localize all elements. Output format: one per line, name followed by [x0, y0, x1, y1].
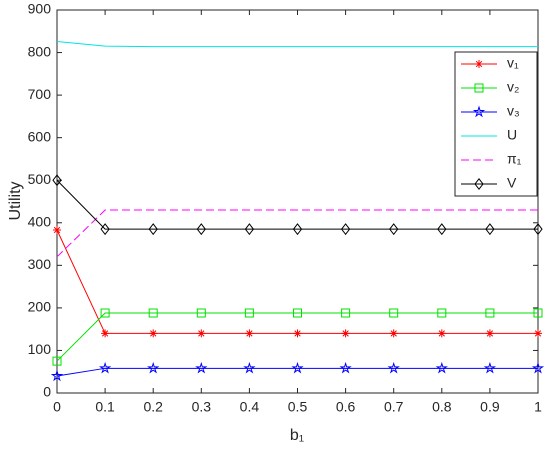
marker [147, 361, 160, 374]
series-line [56, 312, 538, 362]
legend-box [454, 51, 538, 197]
marker [485, 223, 495, 236]
marker [243, 361, 256, 374]
marker [245, 329, 254, 338]
marker [533, 308, 543, 318]
y-tick-label: 900 [28, 1, 52, 17]
y-tick-label: 800 [28, 43, 52, 59]
marker [483, 361, 497, 374]
marker [195, 361, 208, 374]
marker [437, 308, 447, 318]
marker [52, 356, 62, 366]
y-axis-label: Utility [7, 181, 24, 220]
legend-marker [475, 60, 483, 68]
marker [293, 308, 302, 318]
legend-marker [472, 105, 486, 118]
marker [534, 329, 542, 338]
y-tick-label: 600 [28, 128, 52, 144]
legend-label: v₂ [507, 79, 519, 95]
x-tick-label: 0 [53, 399, 61, 415]
marker [531, 361, 545, 374]
marker [389, 308, 399, 318]
marker [50, 369, 64, 382]
marker [339, 361, 352, 374]
y-tick-label: 500 [28, 171, 52, 187]
legend-label: v₃ [507, 103, 520, 119]
legend-label: U [507, 127, 517, 143]
y-tick-label: 100 [28, 341, 52, 357]
y-tick-label: 400 [28, 213, 52, 229]
marker [53, 226, 61, 235]
marker [98, 361, 112, 374]
x-tick-label: 1 [534, 399, 542, 415]
x-axis-label: b₁ [290, 427, 304, 444]
y-tick-label: 0 [43, 384, 51, 400]
marker [435, 361, 448, 374]
marker [101, 329, 110, 338]
marker [340, 223, 351, 236]
marker [341, 308, 351, 318]
marker [148, 223, 158, 236]
x-tick-label: 0.1 [95, 399, 115, 415]
legend-marker [474, 83, 484, 93]
series-line [56, 209, 538, 258]
marker [485, 329, 494, 338]
marker [341, 329, 350, 338]
legend-marker [474, 177, 484, 191]
y-tick-label: 700 [28, 86, 52, 102]
legend-label: v₁ [507, 55, 519, 71]
x-tick-label: 0.5 [288, 399, 308, 415]
marker [100, 223, 110, 236]
marker [389, 223, 399, 236]
marker [389, 329, 398, 338]
marker [148, 308, 158, 318]
marker [196, 308, 206, 318]
legend-label: V [507, 175, 517, 191]
x-tick-label: 0.3 [192, 399, 212, 415]
x-tick-label: 0.2 [143, 399, 163, 415]
marker [149, 329, 158, 338]
marker [244, 308, 254, 318]
marker [292, 223, 303, 236]
series-line [56, 40, 538, 48]
marker [100, 308, 110, 318]
marker [387, 361, 400, 374]
x-tick-label: 0.9 [480, 399, 500, 415]
y-tick-label: 200 [28, 299, 52, 315]
y-tick-label: 300 [28, 256, 52, 272]
x-tick-label: 0.4 [240, 399, 260, 415]
x-tick-label: 0.6 [336, 399, 356, 415]
marker [533, 223, 543, 236]
marker [291, 361, 304, 374]
x-tick-label: 0.8 [432, 399, 452, 415]
marker [197, 329, 206, 338]
marker [437, 223, 447, 236]
x-tick-label: 0.7 [384, 399, 404, 415]
series-line [56, 179, 538, 230]
series-line [56, 367, 538, 377]
marker [485, 308, 495, 318]
legend-label: π₁ [507, 151, 522, 167]
marker [52, 174, 62, 187]
marker [244, 223, 255, 236]
marker [437, 329, 446, 338]
marker [196, 223, 206, 236]
marker [293, 329, 302, 338]
